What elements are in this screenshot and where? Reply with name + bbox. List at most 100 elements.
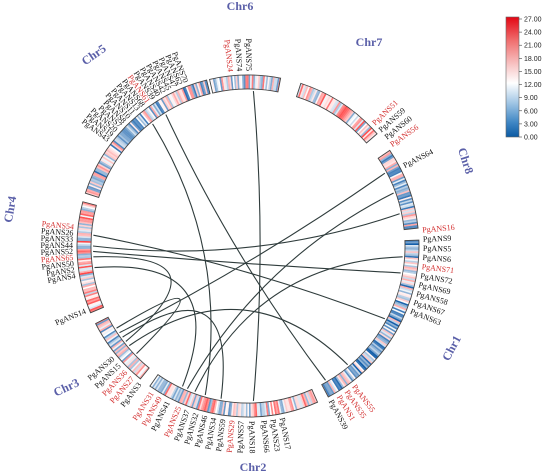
density-bin — [200, 396, 206, 411]
density-bin — [184, 391, 192, 406]
density-bin — [86, 298, 101, 306]
chromosome-outline — [321, 239, 420, 398]
density-bin — [404, 255, 419, 259]
density-bin — [399, 283, 414, 289]
density-bin — [220, 76, 225, 91]
density-bin — [262, 75, 266, 90]
density-bin — [109, 338, 123, 349]
density-bin — [141, 110, 152, 124]
density-bin — [89, 180, 103, 188]
density-bin — [119, 132, 131, 143]
density-bin — [336, 374, 346, 388]
density-bin — [307, 390, 315, 405]
density-bin — [394, 185, 409, 192]
density-bin — [305, 86, 312, 101]
density-bin — [142, 109, 153, 123]
density-bin — [375, 335, 389, 346]
chromosome-chr7 — [295, 82, 378, 144]
density-bin — [309, 88, 317, 103]
density-bin — [397, 292, 412, 299]
density-bin — [183, 391, 191, 405]
density-bin — [274, 400, 279, 415]
density-bin — [152, 103, 162, 116]
density-bin — [79, 274, 94, 279]
density-bin — [81, 281, 96, 287]
density-bin — [163, 96, 172, 110]
density-bin — [104, 151, 118, 161]
density-bin — [109, 143, 123, 154]
density-bin — [77, 232, 92, 236]
density-bin — [286, 397, 292, 412]
density-bin — [77, 251, 92, 254]
density-bin — [344, 110, 355, 123]
density-bin — [389, 312, 404, 320]
density-bin — [198, 81, 204, 96]
density-bin — [99, 324, 113, 334]
density-bin — [187, 85, 194, 100]
density-bin — [390, 309, 405, 317]
density-bin — [388, 314, 402, 323]
density-bin — [150, 374, 160, 388]
density-bin — [190, 393, 198, 408]
density-bin — [400, 204, 415, 210]
density-bin — [196, 82, 203, 97]
density-bin — [404, 243, 419, 246]
density-bin — [356, 122, 368, 134]
density-bin — [201, 81, 207, 96]
gene-label: PgANS52 — [40, 247, 73, 257]
density-bin — [358, 356, 370, 368]
density-bin — [204, 80, 210, 95]
density-bin — [129, 358, 141, 371]
density-bin — [393, 182, 408, 189]
density-bin — [100, 157, 114, 166]
density-bin — [404, 257, 419, 260]
density-bin — [88, 303, 103, 310]
gene-label: PgANS2 — [46, 265, 75, 278]
density-bin — [250, 402, 253, 417]
density-bin — [404, 258, 419, 262]
density-bin — [259, 402, 263, 417]
density-bin — [385, 320, 399, 329]
density-bin — [78, 268, 93, 272]
density-bin — [227, 401, 231, 416]
density-bin — [77, 260, 92, 264]
legend-tick-label: 27.00 — [524, 17, 542, 24]
density-bin — [209, 78, 215, 94]
density-bin — [79, 271, 94, 276]
density-bin — [164, 95, 174, 109]
density-bin — [291, 396, 298, 411]
density-bin — [102, 154, 116, 164]
density-bin — [180, 390, 188, 404]
density-bin — [394, 183, 408, 191]
synteny-link — [186, 192, 394, 389]
density-bin — [81, 204, 96, 210]
legend-tick-label: 3.00 — [524, 121, 538, 128]
density-bin — [195, 395, 202, 410]
density-bin — [324, 96, 333, 110]
density-bin — [137, 366, 149, 378]
chromosome-outline — [76, 201, 105, 314]
density-bin — [399, 199, 413, 205]
legend-tick-label: 21.00 — [524, 43, 542, 50]
density-bin — [374, 338, 387, 348]
legend-tick-label: 24.00 — [524, 30, 542, 37]
density-bin — [199, 81, 206, 96]
density-bin — [77, 245, 92, 248]
density-bin — [139, 366, 150, 379]
density-bin — [224, 401, 228, 416]
density-bin — [176, 89, 184, 104]
density-bin — [162, 382, 172, 396]
density-bin — [164, 382, 173, 396]
density-bin — [302, 85, 309, 100]
density-bin — [402, 272, 417, 277]
density-bin — [398, 197, 413, 204]
density-bin — [403, 263, 418, 267]
density-bin — [303, 86, 311, 100]
density-bin — [81, 206, 96, 212]
density-bin — [108, 146, 121, 156]
density-bin — [134, 117, 145, 129]
density-bin — [95, 167, 109, 176]
density-bin — [326, 98, 336, 112]
density-bin — [167, 94, 176, 108]
chromosome-ring — [76, 74, 420, 418]
